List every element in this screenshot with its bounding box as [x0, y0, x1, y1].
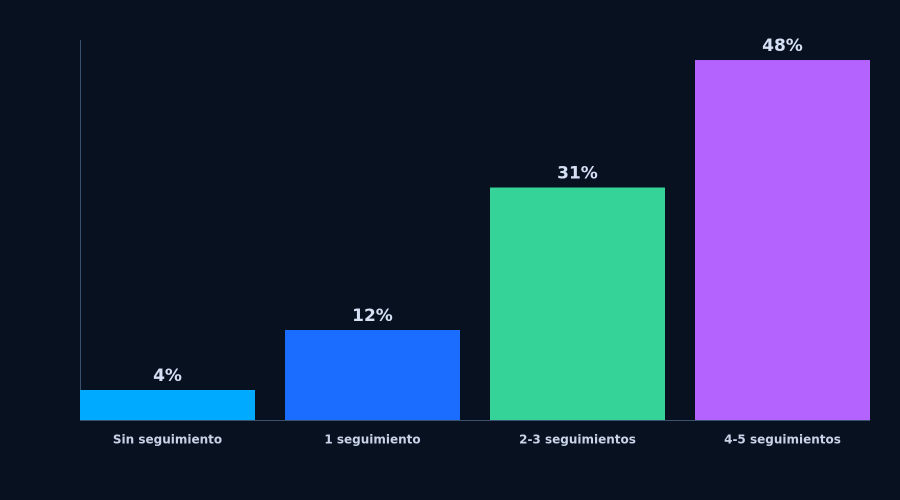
value-label: 31%: [557, 164, 598, 184]
x-tick-label: Sin seguimiento: [113, 433, 222, 447]
bar: [285, 330, 460, 420]
value-label: 12%: [352, 306, 393, 326]
bar: [695, 60, 870, 420]
bar: [490, 187, 665, 420]
value-label: 4%: [153, 366, 182, 386]
bar: [80, 390, 255, 420]
value-label: 48%: [762, 36, 803, 56]
x-tick-label: 2-3 seguimientos: [519, 433, 636, 447]
x-tick-label: 4-5 seguimientos: [724, 433, 841, 447]
x-tick-label: 1 seguimiento: [324, 433, 420, 447]
